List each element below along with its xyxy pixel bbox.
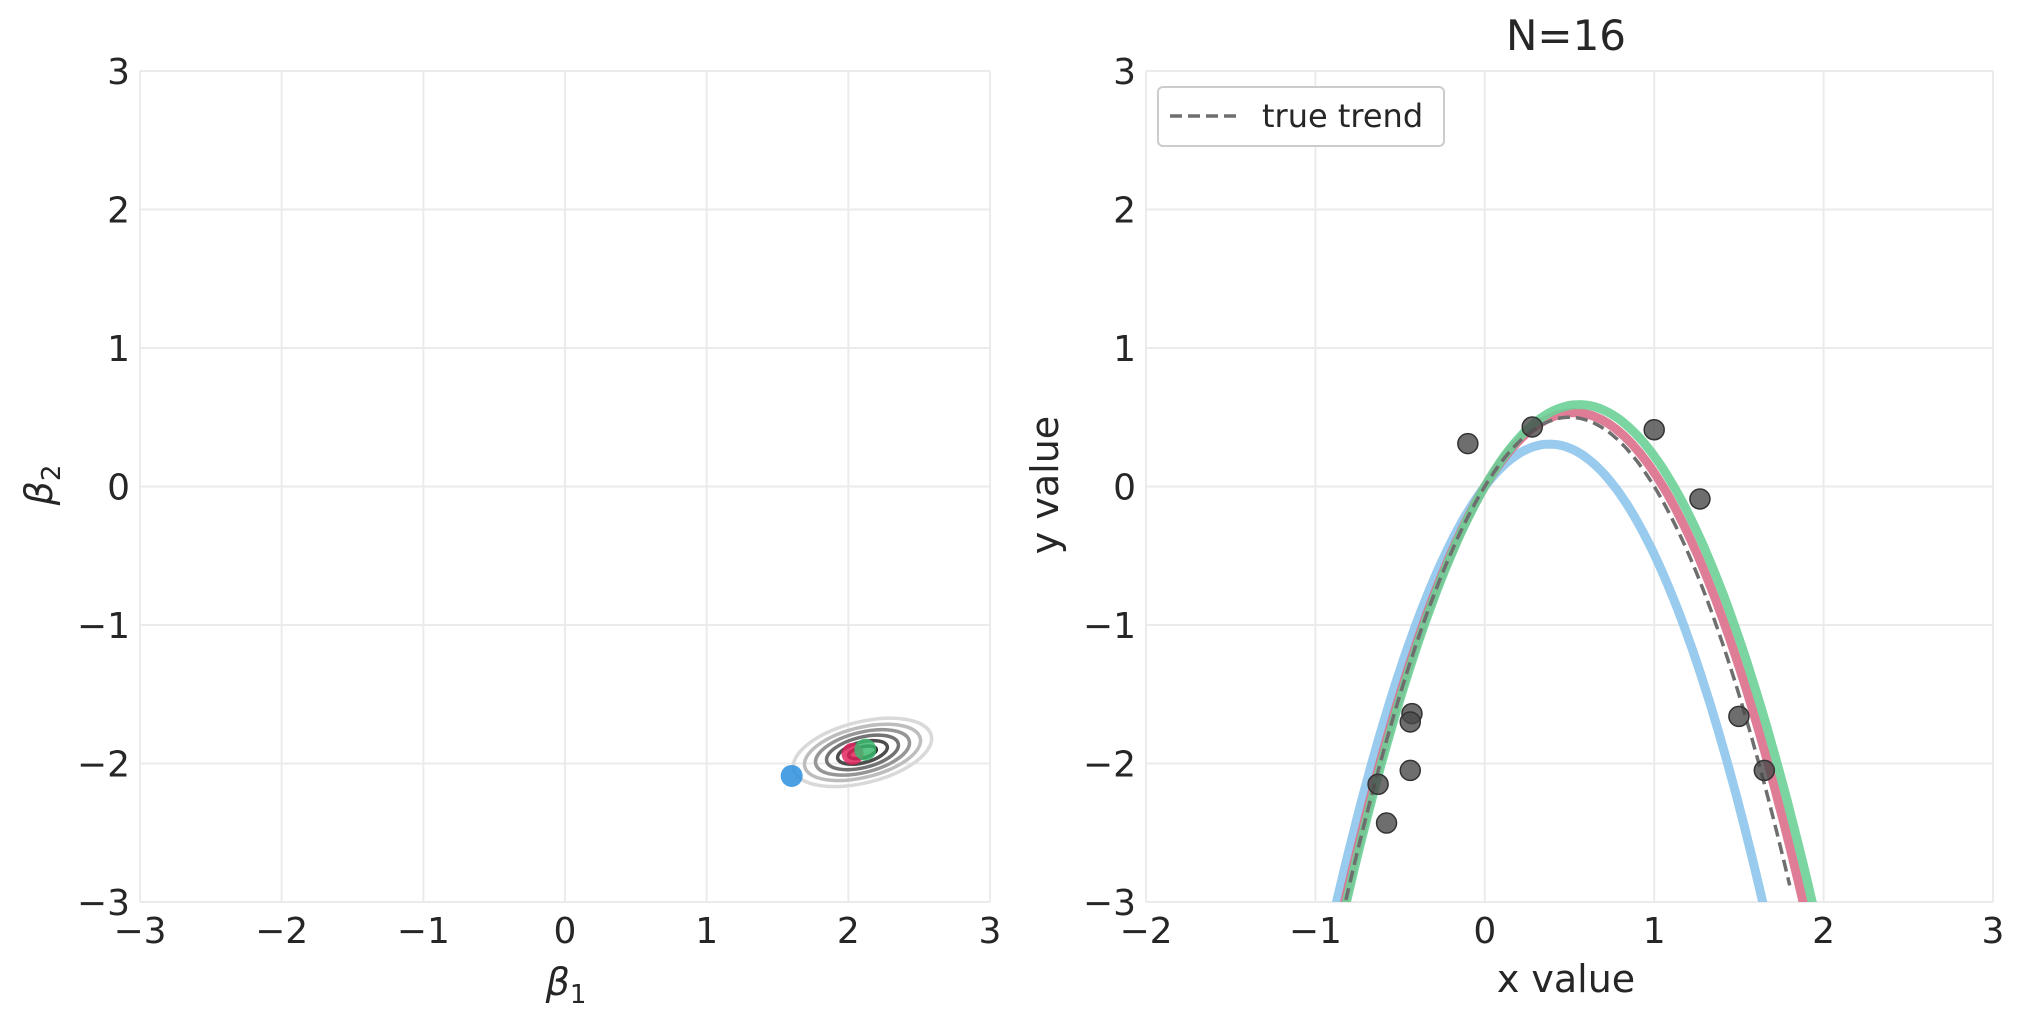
left-x-tick-label: 2 bbox=[837, 911, 860, 952]
left-y-tick-label: 1 bbox=[107, 329, 130, 370]
contour-ring bbox=[813, 727, 912, 777]
right-points bbox=[1367, 416, 1776, 834]
left-x-label-sub: 1 bbox=[570, 980, 587, 1010]
right-x-axis-label: x value bbox=[1497, 957, 1635, 1001]
right-y-axis-label: y value bbox=[1023, 416, 1067, 554]
legend-entry-true-trend: true trend bbox=[1262, 97, 1423, 135]
left-x-tick-label: 3 bbox=[979, 911, 1002, 952]
left-x-tick-label: 0 bbox=[554, 911, 577, 952]
true-trend-line bbox=[1344, 415, 1792, 901]
right-y-tick-label: −2 bbox=[1083, 745, 1136, 786]
left-y-label-base: β bbox=[17, 481, 61, 506]
left-x-label-base: β bbox=[545, 960, 570, 1004]
left-y-tick-label: −2 bbox=[77, 745, 130, 786]
right-grid bbox=[1145, 70, 1994, 903]
left-points bbox=[780, 738, 877, 787]
data-point bbox=[1643, 418, 1665, 441]
right-y-tick-label: −3 bbox=[1083, 883, 1136, 924]
left-y-tick-label: −3 bbox=[77, 883, 130, 924]
right-y-tick-label: 0 bbox=[1113, 468, 1136, 509]
data-point bbox=[1399, 759, 1422, 782]
left-tick-labels: −3 −2 −1 0 1 2 3 −3 −2 −1 0 1 2 3 bbox=[77, 52, 1002, 952]
right-x-tick-label: −1 bbox=[1289, 911, 1342, 952]
data-point bbox=[1753, 759, 1776, 782]
right-chart-title: N=16 bbox=[1506, 11, 1626, 60]
right-x-tick-label: 0 bbox=[1473, 911, 1496, 952]
contour-ring bbox=[824, 733, 901, 772]
data-point bbox=[1399, 711, 1422, 733]
left-x-tick-label: −2 bbox=[255, 911, 308, 952]
right-y-tick-label: 3 bbox=[1113, 52, 1136, 93]
left-y-axis-label: β2 bbox=[17, 465, 67, 507]
left-y-label-sub: 2 bbox=[37, 465, 67, 482]
left-x-tick-label: −3 bbox=[113, 911, 166, 952]
left-x-tick-label: −1 bbox=[397, 911, 450, 952]
legend-box bbox=[1157, 86, 1445, 147]
right-x-tick-label: 1 bbox=[1643, 911, 1666, 952]
right-curves bbox=[1331, 400, 1817, 902]
data-point bbox=[1367, 773, 1389, 796]
data-point bbox=[1728, 705, 1750, 728]
data-point bbox=[1689, 488, 1711, 510]
fitted-curve bbox=[1331, 439, 1768, 902]
right-x-tick-label: −2 bbox=[1119, 911, 1172, 952]
left-x-tick-label: 1 bbox=[695, 911, 718, 952]
right-y-tick-label: −1 bbox=[1083, 606, 1136, 647]
right-y-tick-label: 1 bbox=[1113, 329, 1136, 370]
data-point bbox=[1375, 812, 1398, 834]
data-point bbox=[1521, 416, 1543, 438]
left-grid bbox=[139, 70, 991, 903]
estimate-point-blue bbox=[780, 764, 803, 787]
left-y-tick-label: 0 bbox=[107, 468, 130, 509]
data-point bbox=[1457, 432, 1479, 455]
left-y-tick-label: 3 bbox=[107, 52, 130, 93]
right-y-tick-label: 2 bbox=[1113, 191, 1136, 232]
right-x-tick-label: 3 bbox=[1982, 911, 2005, 952]
estimate-point-green bbox=[854, 738, 877, 761]
left-x-axis-label: β1 bbox=[545, 960, 587, 1010]
legend: true trend bbox=[1157, 86, 1445, 147]
right-x-tick-label: 2 bbox=[1812, 911, 1835, 952]
left-y-tick-label: −1 bbox=[77, 606, 130, 647]
left-y-tick-label: 2 bbox=[107, 191, 130, 232]
contour-ring bbox=[802, 722, 923, 783]
